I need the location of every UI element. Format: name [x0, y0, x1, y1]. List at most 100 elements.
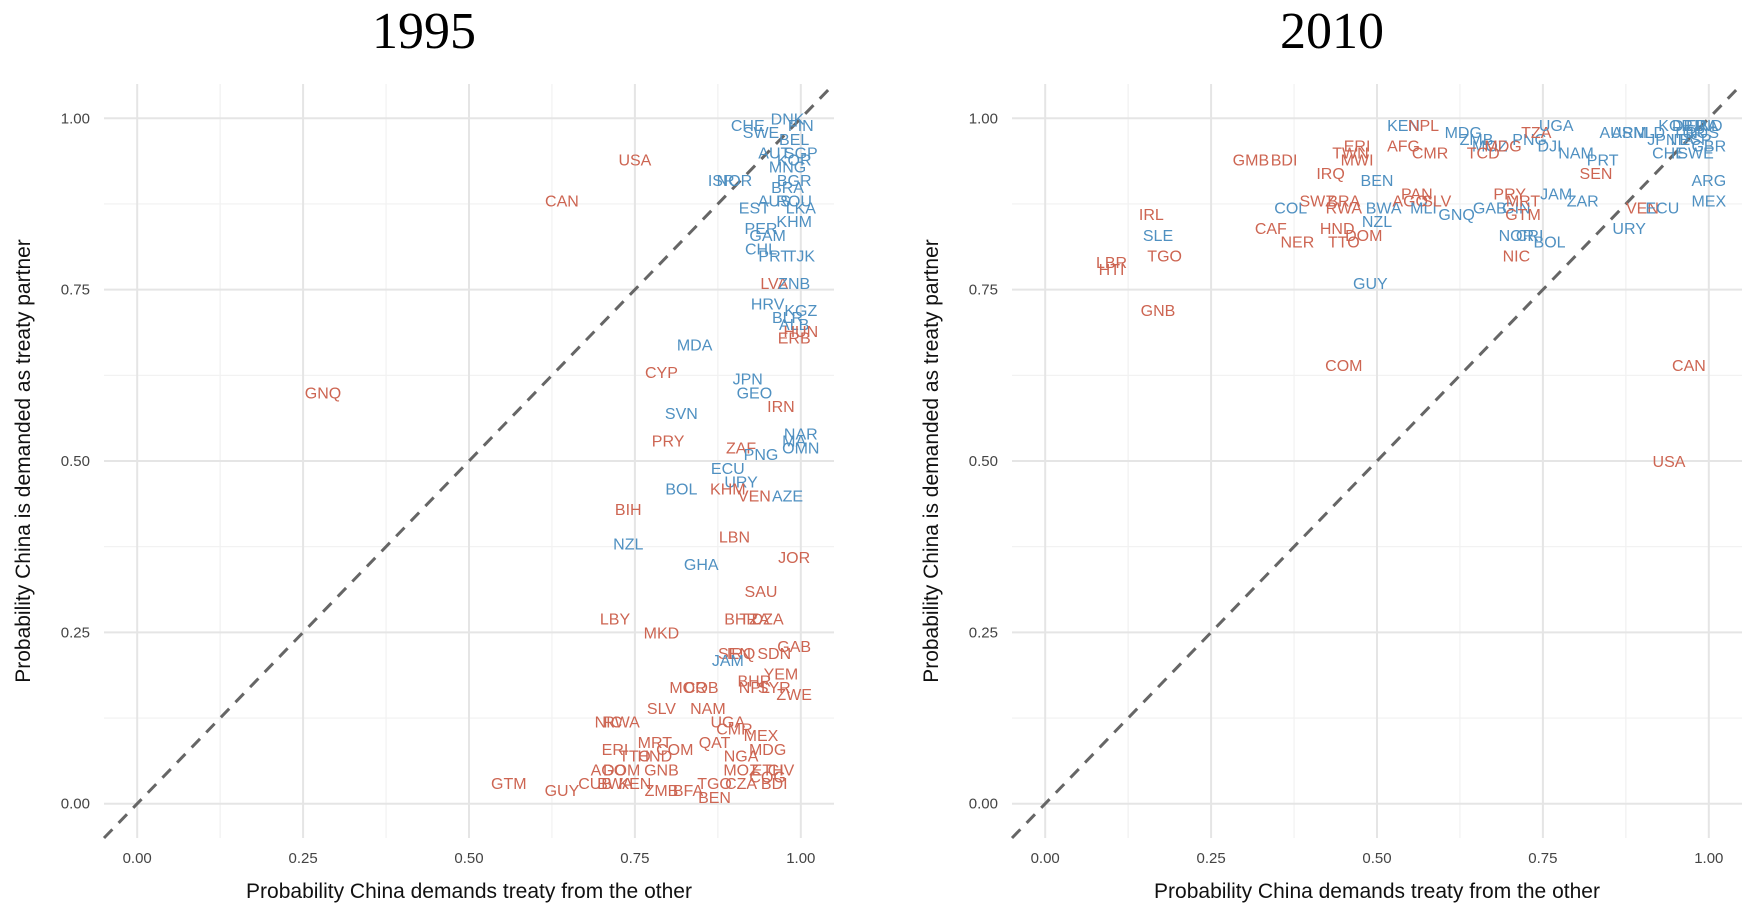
point-label: FIN: [788, 118, 814, 135]
point-label: GUY: [1353, 276, 1388, 293]
point-label: NOR: [1499, 228, 1535, 245]
point-label: CHE: [731, 118, 765, 135]
point-label: TUR: [1672, 125, 1705, 142]
point-label: TZA: [739, 612, 770, 629]
point-label: NIC: [1503, 248, 1531, 265]
point-label: NPL: [739, 680, 770, 697]
point-label: VEN: [1626, 200, 1659, 217]
point-label: PAN: [1401, 187, 1433, 204]
point-label: YEM: [764, 666, 799, 683]
x-tick-label: 0.00: [123, 850, 152, 867]
x-tick-label: 1.00: [1694, 850, 1723, 867]
point-label: CRI: [1516, 228, 1544, 245]
point-label: COL: [1274, 200, 1307, 217]
point-label: VEN: [738, 488, 771, 505]
point-label: KHM: [776, 214, 812, 231]
point-label: NAM: [1558, 146, 1594, 163]
point-label: UGA: [710, 714, 745, 731]
point-label: CHE: [1652, 146, 1686, 163]
x-tick-label: 0.75: [1528, 850, 1557, 867]
point-label: LBN: [719, 529, 750, 546]
point-label: NZL: [613, 536, 643, 553]
point-label: LVA: [760, 276, 788, 293]
point-label: TJK: [787, 248, 816, 265]
point-label: MOR: [669, 680, 706, 697]
panel-1995: 0.00 0.25 0.50 0.75 1.00 0.00 0.25 0.50 0.75 1.00…: [12, 3, 836, 903]
point-label: KHM: [710, 481, 746, 498]
panel-title: 2010: [1280, 3, 1384, 60]
point-label: MEX: [1691, 194, 1726, 211]
point-label: MRT: [1506, 194, 1541, 211]
point-label: DNK: [771, 111, 805, 128]
point-label: JAM: [1540, 187, 1572, 204]
point-label: GAM: [749, 228, 785, 245]
point-label: IND: [1695, 118, 1723, 135]
point-label: GHA: [684, 557, 719, 574]
point-label: GIN: [1502, 200, 1530, 217]
point-label: MDG: [749, 742, 786, 759]
point-label: ERI: [1344, 139, 1371, 156]
point-label: COM: [1325, 358, 1362, 375]
x-tick-label: 0.50: [454, 850, 483, 867]
reference-line: [1010, 82, 1744, 840]
point-label: ITA: [1670, 132, 1694, 149]
point-label: CYP: [645, 365, 678, 382]
point-label: GTM: [1505, 207, 1541, 224]
point-label: TTO: [1328, 235, 1360, 252]
point-label: SYR: [758, 680, 791, 697]
point-label: NAR: [784, 427, 818, 444]
x-tick-label: 0.00: [1031, 850, 1060, 867]
point-label: SGP: [784, 146, 818, 163]
point-label: BRA: [771, 180, 804, 197]
point-label: IRN: [767, 399, 795, 416]
point-label: ERI: [602, 742, 629, 759]
point-label: MA: [782, 433, 806, 450]
point-label: NAM: [690, 701, 726, 718]
point-label: TGO: [697, 776, 732, 793]
point-label: BEL: [779, 132, 809, 149]
point-label: TWN: [1332, 146, 1368, 163]
point-label: HTI: [1099, 262, 1125, 279]
point-label: MDG: [1484, 139, 1521, 156]
point-label: JPN: [733, 372, 763, 389]
point-label: GUY: [545, 783, 580, 800]
point-label: NIC: [595, 714, 623, 731]
point-label: MOZ: [723, 762, 759, 779]
y-tick-label: 0.50: [969, 453, 998, 470]
x-tick-label: 0.25: [288, 850, 317, 867]
point-label: ZMB: [645, 783, 679, 800]
point-label: ISR: [708, 173, 735, 190]
point-label: BRA: [1327, 194, 1360, 211]
point-label: TGO: [1147, 248, 1182, 265]
point-label: JOR: [778, 550, 810, 567]
point-label: MEX: [744, 728, 779, 745]
point-label: AUT: [758, 146, 790, 163]
point-label: ETH: [752, 762, 784, 779]
point-label: DZA: [752, 612, 784, 629]
point-label: LBR: [1096, 255, 1127, 272]
point-label: DOM: [1345, 228, 1382, 245]
point-label: HRV: [751, 296, 785, 313]
point-label: PRY: [1493, 187, 1526, 204]
point-label: SDN: [757, 646, 791, 663]
point-label: LBY: [600, 612, 631, 629]
point-label: CAN: [545, 194, 579, 211]
point-label: PRT: [758, 248, 790, 265]
point-label: USA: [618, 152, 651, 169]
point-label: URY: [724, 475, 758, 492]
point-label: AFG: [1387, 139, 1420, 156]
point-label: COM: [656, 742, 693, 759]
point-label: SEN: [718, 646, 751, 663]
y-tick-label: 0.00: [61, 796, 90, 813]
point-label: BEN: [698, 790, 731, 807]
y-tick-label: 0.00: [969, 796, 998, 813]
point-label: BFA: [673, 783, 704, 800]
point-label: HND: [637, 749, 672, 766]
point-label: BDI: [1271, 152, 1298, 169]
point-label: LKA: [786, 200, 817, 217]
point-label: ECU: [1645, 200, 1679, 217]
point-label: CUB: [578, 776, 612, 793]
point-label: BHR: [737, 673, 771, 690]
point-label: PNG: [1512, 132, 1547, 149]
